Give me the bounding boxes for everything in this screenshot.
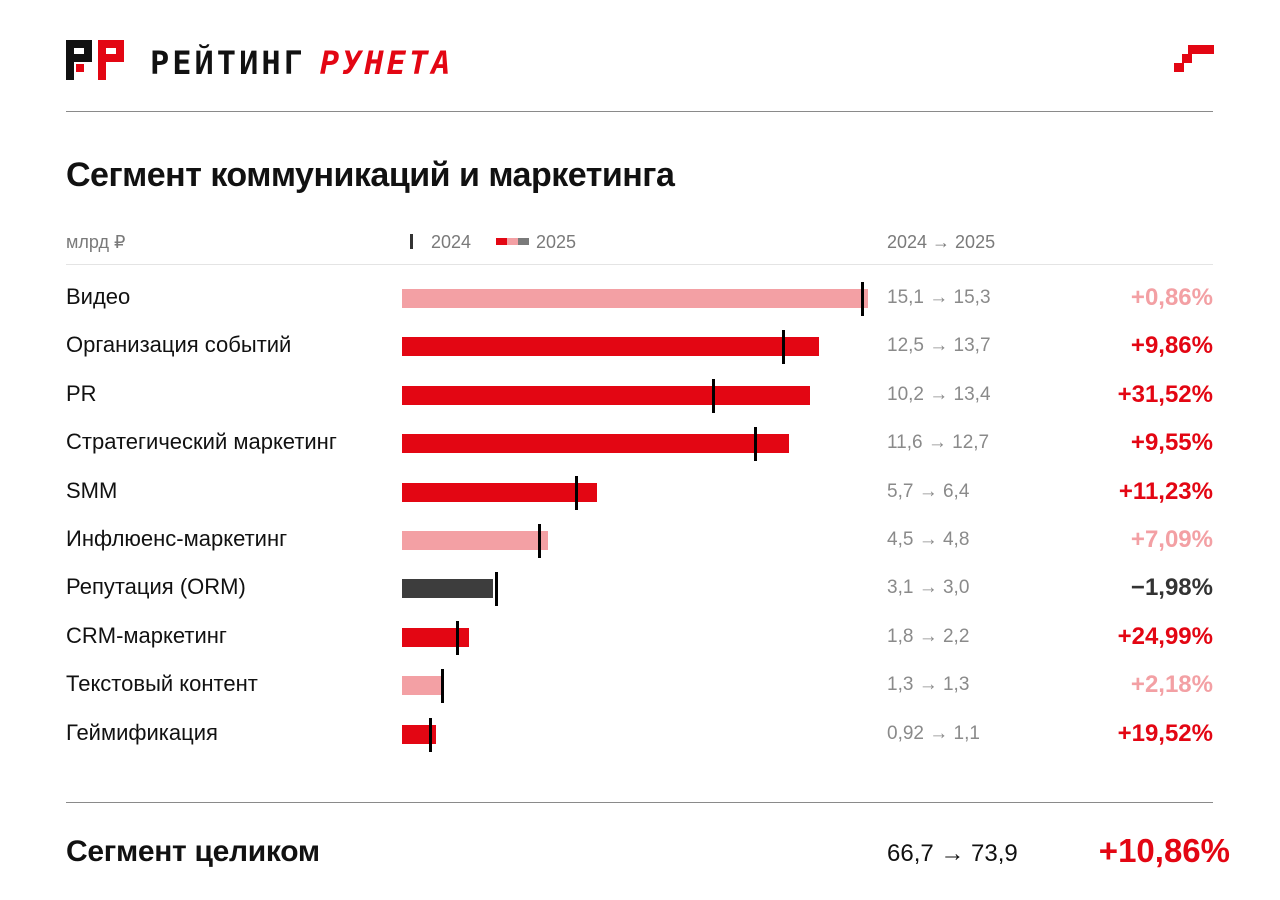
legend-2025-label: 2025 [536, 232, 577, 252]
row-change: 10,2 → 13,4 [887, 383, 991, 405]
total-change: 66,7 → 73,9 [887, 840, 1018, 867]
row-percent: +2,18% [1130, 671, 1213, 699]
bar-2025 [402, 482, 597, 502]
change-column-header: 2024 → 2025 [887, 232, 996, 252]
row-change: 1,8 → 2,2 [887, 625, 970, 647]
bar-2025 [402, 676, 442, 696]
row-change: 0,92 → 1,1 [887, 722, 980, 744]
bar-2025 [402, 627, 469, 647]
total-percent: +10,86% [1098, 832, 1230, 869]
marker-2024 [754, 427, 758, 462]
bar-2025 [402, 289, 868, 308]
unit-label: млрд ₽ [66, 232, 126, 252]
row-percent: +0,86% [1130, 284, 1213, 311]
row-percent: +19,52% [1117, 719, 1213, 747]
legend-2024-marker [410, 234, 413, 249]
pixel-corner-icon [1174, 45, 1214, 72]
row-label: Стратегический маркетинг [66, 429, 337, 455]
header-divider [66, 111, 1213, 112]
row-label: Инфлюенс-маркетинг [66, 526, 288, 551]
marker-2024 [574, 475, 578, 510]
legend-2025-swatch [496, 238, 529, 245]
marker-2024 [455, 620, 459, 655]
row-label: Видео [66, 284, 131, 309]
row-label: Текстовый контент [66, 671, 258, 697]
marker-2024 [711, 378, 715, 413]
total-label: Сегмент целиком [66, 835, 320, 868]
marker-2024 [495, 572, 499, 607]
legend-2024-label: 2024 [431, 232, 472, 252]
row-percent: −1,98% [1130, 574, 1213, 602]
marker-2024 [440, 669, 444, 704]
row-percent: +24,99% [1117, 622, 1213, 650]
row-change: 3,1 → 3,0 [887, 577, 970, 599]
row-percent: +7,09% [1130, 526, 1213, 553]
bar-2025 [402, 531, 549, 550]
brand-word-1: РЕЙТИНГ [150, 44, 306, 82]
row-label: Организация событий [66, 332, 292, 358]
marker-2024 [429, 717, 433, 752]
row-label: Геймификация [66, 719, 218, 745]
row-percent: +9,86% [1130, 332, 1213, 360]
row-percent: +9,55% [1130, 429, 1213, 457]
row-label: SMM [66, 477, 118, 503]
bar-2025 [402, 337, 820, 357]
row-change: 1,3 → 1,3 [887, 674, 970, 696]
bar-2025 [402, 579, 494, 599]
footer-divider [66, 802, 1213, 803]
bar-2025 [402, 724, 436, 744]
row-label: Репутация (ORM) [66, 574, 246, 600]
row-change: 11,6 → 12,7 [887, 432, 990, 454]
bar-2025 [402, 385, 811, 405]
row-label: PR [66, 380, 97, 406]
row-label: CRM-маркетинг [66, 622, 227, 648]
row-change: 12,5 → 13,7 [887, 335, 991, 357]
marker-2024 [781, 330, 785, 365]
page-title: Сегмент коммуникаций и маркетинга [66, 156, 675, 194]
row-percent: +11,23% [1118, 477, 1213, 505]
row-percent: +31,52% [1117, 380, 1213, 408]
row-change: 4,5 → 4,8 [887, 529, 970, 550]
marker-2024 [538, 524, 542, 558]
legend-divider [66, 264, 1213, 265]
brand-wordmark: РЕЙТИНГ РУНЕТА [150, 44, 453, 82]
brand-word-2: РУНЕТА [319, 44, 454, 82]
row-change: 5,7 → 6,4 [887, 480, 970, 502]
row-change: 15,1 → 15,3 [887, 287, 991, 308]
bar-2025 [402, 434, 789, 454]
marker-2024 [860, 282, 864, 316]
rr-logo-icon [66, 40, 124, 80]
